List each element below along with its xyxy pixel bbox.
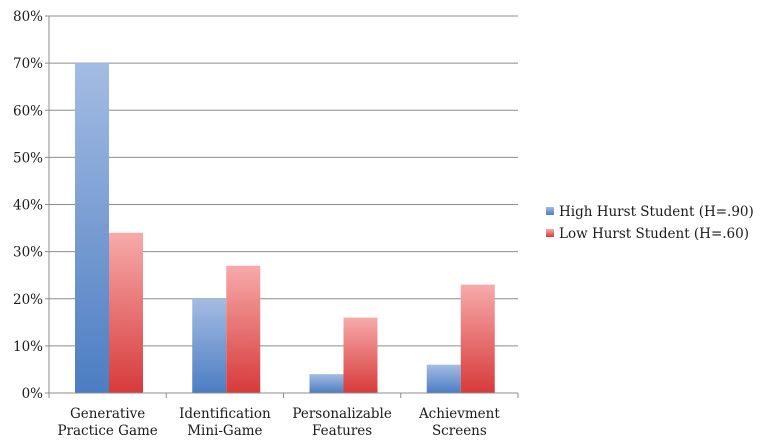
bars (75, 63, 495, 393)
y-tick-label: 70% (13, 56, 43, 72)
legend-label-high-hurst: High Hurst Student (H=.90) (559, 204, 754, 220)
y-tick-label: 10% (13, 339, 43, 355)
y-tick-label: 30% (13, 245, 43, 261)
axes (45, 15, 519, 398)
bar-high-hurst-3 (426, 364, 461, 393)
y-tick-label: 50% (13, 150, 43, 166)
bar-high-hurst-0 (75, 63, 109, 393)
legend-swatch-low-hurst (546, 229, 554, 237)
y-tick-label: 20% (13, 292, 43, 308)
y-tick-label: 40% (13, 198, 43, 214)
bar-low-hurst-3 (460, 284, 495, 393)
y-tick-label: 80% (13, 9, 43, 25)
x-category-label: Achievment Screens (418, 406, 500, 439)
bar-low-hurst-2 (343, 317, 378, 393)
bar-high-hurst-2 (309, 374, 344, 393)
legend-swatch-high-hurst (546, 207, 554, 215)
x-category-label: Generative Practice Game (57, 406, 157, 439)
legend-label-low-hurst: Low Hurst Student (H=.60) (559, 226, 749, 242)
bar-high-hurst-1 (192, 298, 227, 393)
legend: High Hurst Student (H=.90) Low Hurst Stud… (546, 204, 754, 242)
y-axis-tick-labels: 0% 10% 20% 30% 40% 50% 60% 70% 80% (13, 9, 43, 402)
y-tick-label: 60% (13, 103, 43, 119)
x-category-label: Personalizable Features (292, 406, 391, 439)
y-tick-label: 0% (22, 386, 44, 402)
x-category-label: Identification Mini-Game (179, 406, 271, 439)
bar-low-hurst-1 (226, 265, 261, 393)
bar-low-hurst-0 (109, 232, 143, 393)
x-axis-category-labels: Generative Practice Game Identification Min… (57, 406, 500, 439)
